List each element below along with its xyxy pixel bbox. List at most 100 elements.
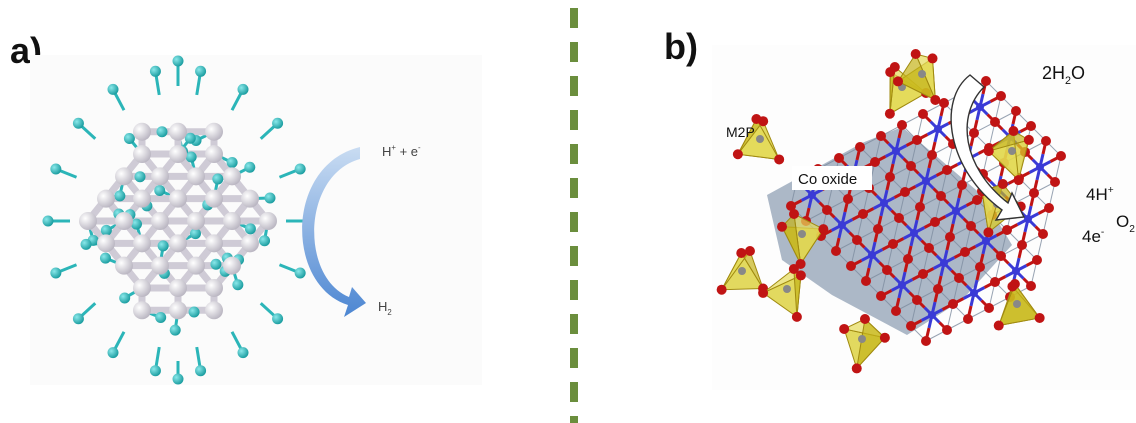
oxygen-atom xyxy=(912,135,922,145)
hydrogen-atom xyxy=(226,156,238,168)
phosphate-tetrahedron xyxy=(777,209,829,269)
oxygen-atom xyxy=(921,336,931,346)
metal-atom xyxy=(151,167,169,186)
oxygen-atom xyxy=(1029,188,1039,198)
hydrogen-atom xyxy=(189,228,201,240)
metal-atom xyxy=(97,234,115,253)
hydrogen-atom xyxy=(157,240,169,252)
metal-atom xyxy=(187,167,205,186)
oxygen-atom xyxy=(1050,177,1060,187)
oxygen-atom xyxy=(918,109,928,119)
cobalt-atom xyxy=(1012,267,1020,275)
cobalt-atom xyxy=(922,177,930,185)
oxygen-atom xyxy=(855,142,865,152)
metal-atom xyxy=(223,212,241,230)
hydrogen-atom xyxy=(119,292,131,304)
metal-atom xyxy=(205,301,223,320)
oxygen-atom xyxy=(1044,203,1054,213)
cobalt-atom xyxy=(868,251,876,259)
oxygen-atom xyxy=(975,262,985,272)
hydrogen-atom xyxy=(259,235,271,247)
hydrogen-atom xyxy=(134,171,146,183)
oxygen-atom xyxy=(918,269,928,279)
hydrogen-atom xyxy=(99,252,111,264)
co-oxide-label: Co oxide xyxy=(798,171,857,188)
oxygen-atom xyxy=(1026,121,1036,131)
hydrogen-atom xyxy=(100,224,112,236)
hydrogen-atom xyxy=(172,55,184,67)
dashed-divider xyxy=(570,8,578,423)
cobalt-atom xyxy=(910,229,918,237)
reactant-label: H+ + e- xyxy=(382,143,421,159)
oxygen-atom xyxy=(996,251,1006,261)
oxygen-atom xyxy=(939,98,949,108)
m2p-label: M2P xyxy=(726,124,755,140)
metal-atom xyxy=(169,301,187,320)
oxygen-atom xyxy=(846,261,856,271)
oxygen-atom xyxy=(1002,225,1012,235)
oxygen-atom xyxy=(900,187,910,197)
reaction-arrow xyxy=(302,147,366,317)
hydrogen-atom xyxy=(244,223,256,235)
hydrogen-atom xyxy=(50,267,62,279)
cobalt-atom xyxy=(808,191,816,199)
cobalt-atom xyxy=(934,125,942,133)
hydrogen-atom xyxy=(264,192,276,204)
hydrogen-atom xyxy=(50,163,62,175)
oxygen-atom xyxy=(1032,255,1042,265)
oxygen-atom xyxy=(957,180,967,190)
hydrogen-atom xyxy=(232,279,244,291)
hydrogen-atom xyxy=(237,347,249,359)
hydrogen-atom xyxy=(272,117,284,129)
cobalt-atom xyxy=(1024,215,1032,223)
oxygen-atom xyxy=(1011,106,1021,116)
cobalt-atom xyxy=(976,103,984,111)
hydrogen-atom xyxy=(195,65,207,77)
metal-atom xyxy=(205,278,223,297)
metal-atom xyxy=(133,301,151,320)
oxygen-atom xyxy=(969,128,979,138)
oxygen-atom xyxy=(1041,136,1051,146)
oxygen-atom xyxy=(882,265,892,275)
oxygen-atom xyxy=(906,321,916,331)
oxygen-atom xyxy=(1056,151,1066,161)
cobalt-atom xyxy=(940,259,948,267)
metal-atom xyxy=(133,145,151,164)
cobalt-atom xyxy=(1036,163,1044,171)
panel-b-label: b) xyxy=(664,26,698,67)
oxygen-atom xyxy=(822,205,832,215)
oxygen-atom xyxy=(897,120,907,130)
hydrogen-atom xyxy=(272,313,284,325)
metal-atom xyxy=(169,189,187,208)
oxygen-atom xyxy=(936,191,946,201)
oxygen-atom xyxy=(981,76,991,86)
metal-atom xyxy=(151,212,169,230)
phosphate-tetrahedron xyxy=(993,279,1045,331)
hydrogen-atom xyxy=(294,163,306,175)
oxygen-atom xyxy=(891,306,901,316)
cobalt-atom xyxy=(982,237,990,245)
hydrogen-atom xyxy=(210,258,222,270)
co-oxide-label-box xyxy=(792,166,872,190)
metal-atom xyxy=(115,167,133,186)
oxygen-atom xyxy=(963,314,973,324)
cobalt-atom xyxy=(898,281,906,289)
hydrogen-atom xyxy=(244,161,256,173)
oxygen-atom xyxy=(912,295,922,305)
oxygen-atom xyxy=(933,284,943,294)
oxygen-atom xyxy=(948,299,958,309)
metal-atom xyxy=(169,122,187,141)
oxygen-atom xyxy=(990,277,1000,287)
hydrogen-atom xyxy=(123,132,135,144)
hydrogen-atom xyxy=(130,218,142,230)
oxygen-atom xyxy=(1038,229,1048,239)
metal-atom xyxy=(115,212,133,230)
protons-label: 4H+ xyxy=(1086,185,1114,204)
oxygen-atom xyxy=(888,239,898,249)
hydrogen-atom xyxy=(72,117,84,129)
oxygen-atom xyxy=(1026,281,1036,291)
metal-atom xyxy=(223,256,241,275)
oxygen-atom xyxy=(960,247,970,257)
oxygen-atom xyxy=(984,303,994,313)
hydrogen-atom xyxy=(42,215,54,227)
